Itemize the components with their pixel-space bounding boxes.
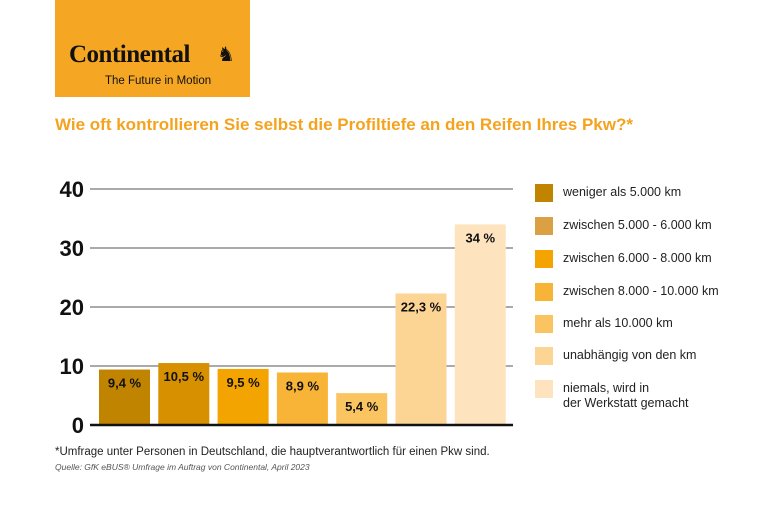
bar xyxy=(99,369,150,425)
legend-label: zwischen 8.000 - 10.000 km xyxy=(563,283,719,299)
bar xyxy=(336,393,388,425)
tagline: The Future in Motion xyxy=(105,75,212,87)
legend-label-line: zwischen 8.000 - 10.000 km xyxy=(563,284,719,298)
data-label: 8,9 % xyxy=(286,378,320,393)
data-label: 9,5 % xyxy=(226,375,260,390)
legend-item: zwischen 5.000 - 6.000 km xyxy=(535,217,712,235)
bar xyxy=(217,368,269,425)
footnote: *Umfrage unter Personen in Deutschland, … xyxy=(55,446,490,458)
legend-label-line: der Werkstatt gemacht xyxy=(563,396,689,410)
legend-label-line: mehr als 10.000 km xyxy=(563,316,673,330)
data-label: 5,4 % xyxy=(345,399,379,414)
legend-swatch xyxy=(535,315,553,333)
brand-block: Continental ♞ The Future in Motion xyxy=(55,0,250,97)
legend-label: zwischen 5.000 - 6.000 km xyxy=(563,217,712,233)
horse-icon: ♞ xyxy=(217,44,235,66)
y-tick-label: 20 xyxy=(60,295,84,320)
legend-item: mehr als 10.000 km xyxy=(535,315,673,333)
legend-swatch xyxy=(535,380,553,398)
continental-logo: Continental xyxy=(69,42,190,68)
data-label: 9,4 % xyxy=(108,376,142,391)
y-tick-label: 10 xyxy=(60,354,84,379)
bar xyxy=(454,224,506,425)
legend-swatch xyxy=(535,184,553,202)
y-tick-label: 30 xyxy=(60,236,84,261)
source: Quelle: GfK eBUS® Umfrage im Auftrag von… xyxy=(55,462,310,472)
legend-label-line: zwischen 6.000 - 8.000 km xyxy=(563,251,712,265)
legend-item: unabhängig von den km xyxy=(535,347,696,365)
data-label: 10,5 % xyxy=(164,369,205,384)
legend-label: weniger als 5.000 km xyxy=(563,184,681,200)
legend-item: zwischen 8.000 - 10.000 km xyxy=(535,283,719,301)
legend-label-line: zwischen 5.000 - 6.000 km xyxy=(563,218,712,232)
bar xyxy=(276,372,328,425)
legend-item: weniger als 5.000 km xyxy=(535,184,681,202)
legend-label-line: unabhängig von den km xyxy=(563,348,697,362)
y-tick-label: 0 xyxy=(72,413,84,438)
legend-label: zwischen 6.000 - 8.000 km xyxy=(563,250,712,266)
legend-label: mehr als 10.000 km xyxy=(563,315,673,331)
legend-swatch xyxy=(535,250,553,268)
legend-item: niemals, wird in der Werkstatt gemacht xyxy=(535,380,689,411)
legend-label-line: niemals, wird in xyxy=(563,381,650,395)
bar xyxy=(158,363,210,425)
legend-label: unabhängig von den km xyxy=(563,347,696,363)
data-label: 34 % xyxy=(465,230,495,245)
legend-swatch xyxy=(535,347,553,365)
bar xyxy=(395,293,447,425)
legend-item: zwischen 6.000 - 8.000 km xyxy=(535,250,712,268)
legend-label-line: weniger als 5.000 km xyxy=(563,185,682,199)
legend-swatch xyxy=(535,217,553,235)
legend-swatch xyxy=(535,283,553,301)
data-label: 22,3 % xyxy=(401,299,442,314)
y-tick-label: 40 xyxy=(60,177,84,202)
chart-title: Wie oft kontrollieren Sie selbst die Pro… xyxy=(55,115,633,134)
legend-label: niemals, wird in der Werkstatt gemacht xyxy=(563,380,689,411)
